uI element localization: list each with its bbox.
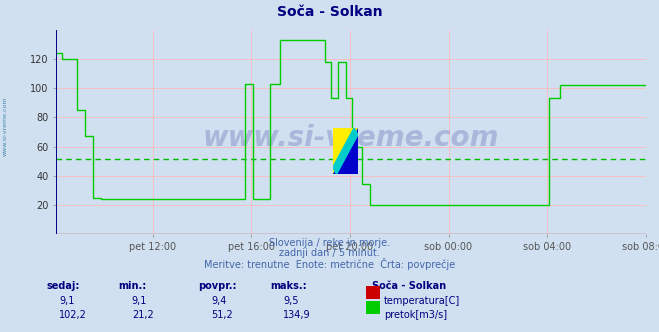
Polygon shape bbox=[333, 128, 358, 174]
Text: Meritve: trenutne  Enote: metrične  Črta: povprečje: Meritve: trenutne Enote: metrične Črta: … bbox=[204, 258, 455, 270]
Text: 9,4: 9,4 bbox=[211, 296, 226, 306]
Text: 9,1: 9,1 bbox=[132, 296, 147, 306]
Text: pretok[m3/s]: pretok[m3/s] bbox=[384, 310, 447, 320]
Text: Soča - Solkan: Soča - Solkan bbox=[277, 5, 382, 19]
Text: min.:: min.: bbox=[119, 281, 147, 290]
Text: www.si-vreme.com: www.si-vreme.com bbox=[203, 124, 499, 152]
Text: maks.:: maks.: bbox=[270, 281, 307, 290]
Text: povpr.:: povpr.: bbox=[198, 281, 236, 290]
Polygon shape bbox=[333, 128, 358, 174]
Polygon shape bbox=[333, 128, 358, 174]
Text: 9,5: 9,5 bbox=[283, 296, 299, 306]
Text: zadnji dan / 5 minut.: zadnji dan / 5 minut. bbox=[279, 248, 380, 258]
Text: 21,2: 21,2 bbox=[132, 310, 154, 320]
Text: 9,1: 9,1 bbox=[59, 296, 74, 306]
Text: temperatura[C]: temperatura[C] bbox=[384, 296, 461, 306]
Text: Slovenija / reke in morje.: Slovenija / reke in morje. bbox=[269, 238, 390, 248]
Text: sedaj:: sedaj: bbox=[46, 281, 80, 290]
Text: 51,2: 51,2 bbox=[211, 310, 233, 320]
Text: 102,2: 102,2 bbox=[59, 310, 87, 320]
Text: www.si-vreme.com: www.si-vreme.com bbox=[3, 96, 8, 156]
Text: Soča - Solkan: Soča - Solkan bbox=[372, 281, 446, 290]
Text: 134,9: 134,9 bbox=[283, 310, 311, 320]
